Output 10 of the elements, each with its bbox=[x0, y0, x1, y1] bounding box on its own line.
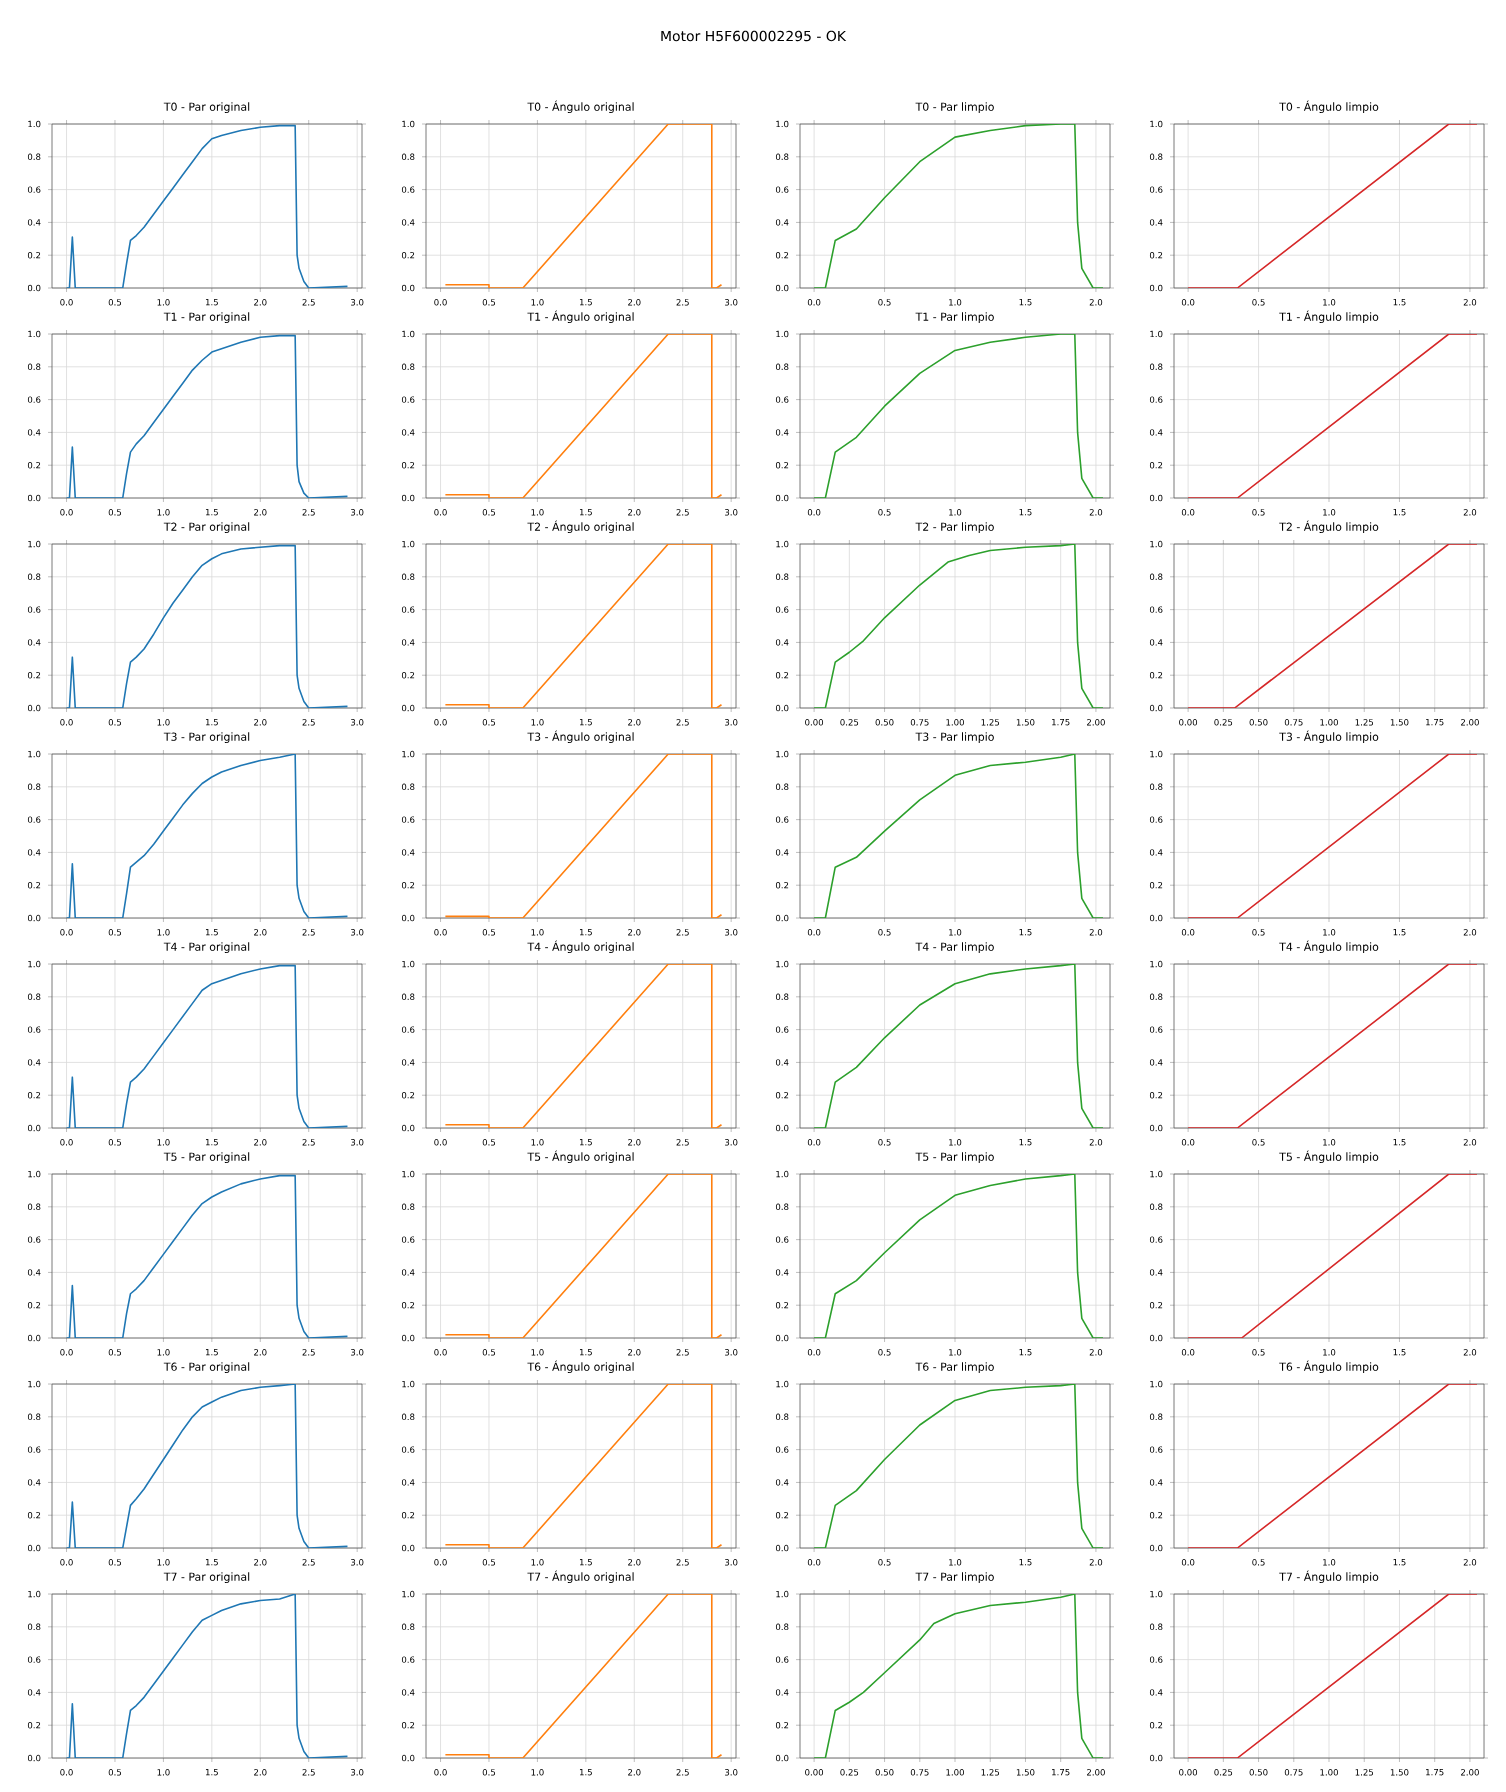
line-series bbox=[813, 964, 1104, 1129]
line-series bbox=[813, 1594, 1104, 1759]
line-series bbox=[813, 124, 1104, 289]
line-series bbox=[813, 544, 1104, 709]
line-series bbox=[813, 1174, 1104, 1339]
line-series bbox=[65, 1174, 349, 1339]
line-series bbox=[813, 1384, 1104, 1549]
line-series bbox=[813, 334, 1104, 499]
line-series bbox=[813, 754, 1104, 919]
line-series bbox=[444, 754, 723, 919]
